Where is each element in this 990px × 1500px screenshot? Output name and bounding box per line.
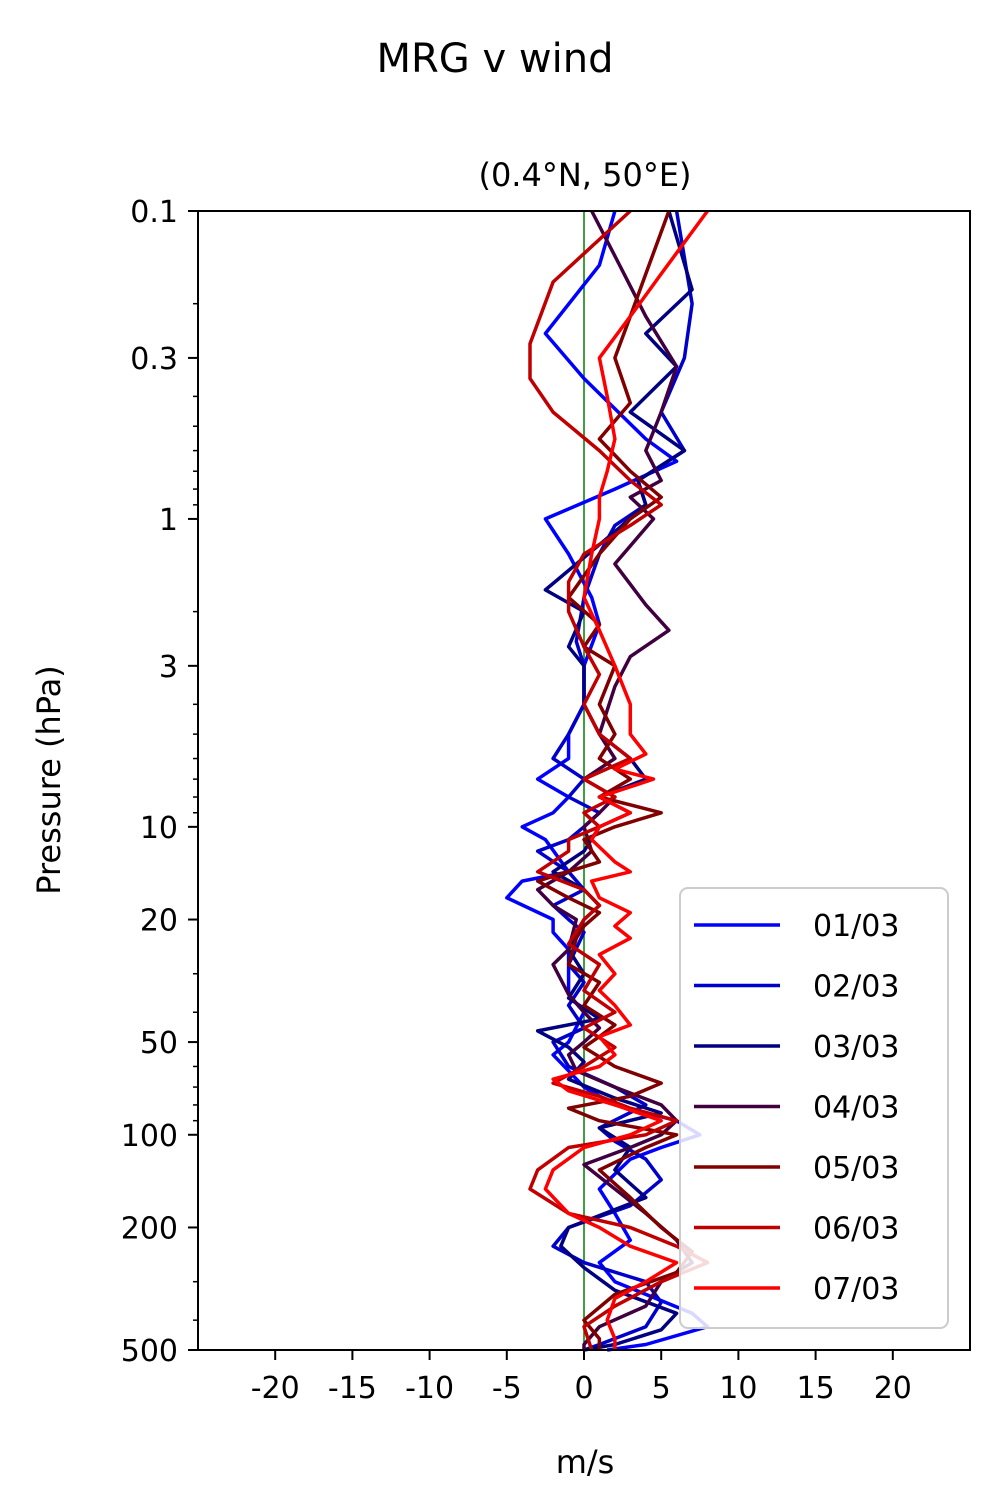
series-layer	[505, 209, 710, 1352]
legend: 01/03 02/03 03/03 04/03 05/03 06/03 07/03	[679, 887, 949, 1329]
y-axis: 0.1 0.3 1 3 10 20 50 100 200 500	[121, 195, 198, 1369]
y-tick-label: 1	[159, 503, 178, 538]
y-tick-label: 50	[140, 1026, 178, 1061]
y-tick-label: 20	[140, 904, 178, 939]
y-axis-label: Pressure (hPa)	[30, 665, 68, 895]
series-line-07-03	[543, 209, 709, 1350]
legend-label: 05/03	[813, 1151, 899, 1186]
series-line-06-03	[528, 209, 710, 1351]
series-line-01-03	[505, 210, 710, 1352]
series-line-05-03	[535, 210, 694, 1350]
x-tick-label: -10	[405, 1371, 454, 1406]
y-tick-label: 0.3	[130, 342, 178, 377]
x-tick-label: -5	[492, 1371, 522, 1406]
chart-title: (0.4°N, 50°E)	[478, 156, 691, 194]
legend-label: 02/03	[813, 970, 899, 1005]
y-tick-label: 0.1	[130, 195, 178, 230]
y-tick-label: 10	[140, 811, 178, 846]
x-tick-label: 15	[797, 1371, 835, 1406]
x-tick-label: 0	[574, 1371, 593, 1406]
legend-label: 04/03	[813, 1091, 899, 1126]
chart-suptitle: MRG v wind	[377, 36, 614, 82]
x-tick-label: 10	[719, 1371, 757, 1406]
legend-label: 03/03	[813, 1030, 899, 1065]
y-tick-label: 500	[121, 1334, 178, 1369]
legend-label: 01/03	[813, 909, 899, 944]
plot-area	[197, 209, 971, 1352]
y-tick-label: 100	[121, 1119, 178, 1154]
x-tick-label: -20	[251, 1371, 300, 1406]
legend-box	[679, 887, 949, 1329]
legend-label: 06/03	[813, 1212, 899, 1247]
x-axis-label: m/s	[556, 1443, 615, 1481]
x-tick-label: 5	[652, 1371, 671, 1406]
series-line-04-03	[535, 210, 694, 1350]
y-tick-label: 200	[121, 1211, 178, 1246]
x-tick-label: 20	[874, 1371, 912, 1406]
series-line-03-03	[535, 210, 694, 1352]
y-tick-label: 3	[159, 650, 178, 685]
x-axis: -20 -15 -10 -5 0 5 10 15 20	[251, 1350, 912, 1406]
series-line-02-03	[535, 210, 694, 1352]
legend-label: 07/03	[813, 1272, 899, 1307]
x-tick-label: -15	[328, 1371, 377, 1406]
